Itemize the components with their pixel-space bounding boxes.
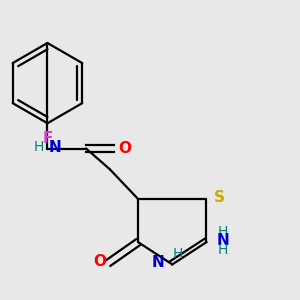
Text: H: H	[218, 243, 228, 256]
Text: O: O	[118, 141, 131, 156]
Text: O: O	[93, 254, 106, 269]
Text: S: S	[214, 190, 225, 205]
Text: F: F	[42, 131, 52, 146]
Text: H: H	[34, 140, 44, 154]
Text: N: N	[49, 140, 62, 154]
Text: H: H	[172, 248, 183, 262]
Text: H: H	[218, 225, 228, 239]
Text: N: N	[152, 255, 165, 270]
Text: N: N	[216, 233, 229, 248]
